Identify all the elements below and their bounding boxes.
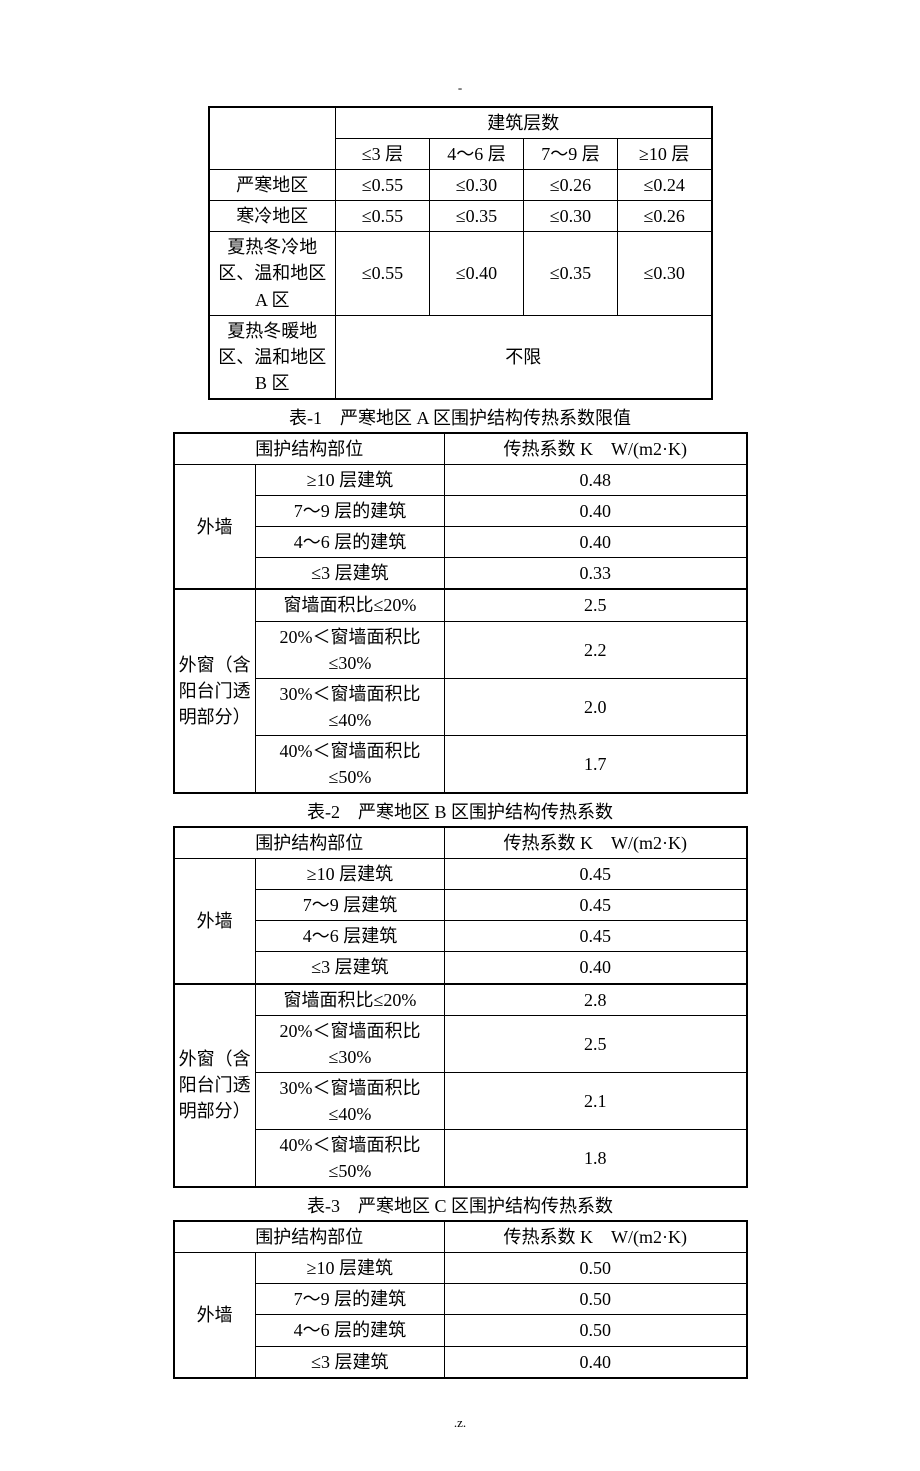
val: 1.7 <box>445 735 747 793</box>
cell-span: 不限 <box>336 315 712 399</box>
val: 0.40 <box>445 952 747 984</box>
cell: ≤0.55 <box>336 170 430 201</box>
val: 2.0 <box>445 678 747 735</box>
cond: ≥10 层建筑 <box>255 1253 444 1284</box>
table-3: 围护结构部位 传热系数 K W/(m2·K) 外墙 ≥10 层建筑 0.50 7… <box>173 1220 748 1378</box>
cond: 7～9 层的建筑 <box>255 496 444 527</box>
cell: ≤0.35 <box>430 201 524 232</box>
header-part: 围护结构部位 <box>174 433 445 465</box>
header-mark: - <box>0 80 920 96</box>
wall-label: 外墙 <box>174 465 256 590</box>
cond: 4～6 层建筑 <box>255 921 444 952</box>
val: 0.45 <box>445 890 747 921</box>
val: 1.8 <box>445 1130 747 1188</box>
cond: ≤3 层建筑 <box>255 558 444 590</box>
cond: 40%＜窗墙面积比≤50% <box>255 735 444 793</box>
col-header: 7～9 层 <box>524 139 618 170</box>
table-1: 围护结构部位 传热系数 K W/(m2·K) 外墙 ≥10 层建筑 0.48 7… <box>173 432 748 794</box>
val: 0.48 <box>445 465 747 496</box>
cell: ≤0.55 <box>336 201 430 232</box>
val: 0.50 <box>445 1253 747 1284</box>
cell: ≤0.24 <box>618 170 712 201</box>
table2-caption: 表-2 严寒地区 B 区围护结构传热系数 <box>0 798 920 824</box>
header-part: 围护结构部位 <box>174 1221 445 1253</box>
val: 2.5 <box>445 1015 747 1072</box>
wall-label: 外墙 <box>174 859 256 984</box>
val: 0.50 <box>445 1315 747 1346</box>
cell: ≤0.30 <box>524 201 618 232</box>
cond: ≤3 层建筑 <box>255 1346 444 1378</box>
document-page: - 建筑层数 ≤3 层 4～6 层 7～9 层 ≥10 层 严寒地区 ≤0.55… <box>0 0 920 1471</box>
cond: ≥10 层建筑 <box>255 465 444 496</box>
footer-marks: .z. <box>0 1415 920 1431</box>
val: 0.33 <box>445 558 747 590</box>
cond: 30%＜窗墙面积比≤40% <box>255 678 444 735</box>
val: 0.40 <box>445 527 747 558</box>
val: 0.45 <box>445 859 747 890</box>
header-part: 围护结构部位 <box>174 827 445 859</box>
table3-caption: 表-3 严寒地区 C 区围护结构传热系数 <box>0 1192 920 1218</box>
cond: 4～6 层的建筑 <box>255 527 444 558</box>
col-header: ≤3 层 <box>336 139 430 170</box>
col-header: ≥10 层 <box>618 139 712 170</box>
cond: 30%＜窗墙面积比≤40% <box>255 1072 444 1129</box>
cond: ≤3 层建筑 <box>255 952 444 984</box>
window-label: 外窗（含阳台门透明部分） <box>174 984 256 1188</box>
val: 0.50 <box>445 1284 747 1315</box>
cond: 20%＜窗墙面积比≤30% <box>255 1015 444 1072</box>
header-k: 传热系数 K W/(m2·K) <box>445 433 747 465</box>
cell: ≤0.26 <box>524 170 618 201</box>
header-k: 传热系数 K W/(m2·K) <box>445 1221 747 1253</box>
cond: 窗墙面积比≤20% <box>255 984 444 1016</box>
table1-caption: 表-1 严寒地区 A 区围护结构传热系数限值 <box>0 404 920 430</box>
cell: ≤0.30 <box>430 170 524 201</box>
row-label: 夏热冬冷地区、温和地区 A 区 <box>209 232 336 315</box>
val: 2.5 <box>445 589 747 621</box>
cond: 20%＜窗墙面积比≤30% <box>255 621 444 678</box>
val: 0.45 <box>445 921 747 952</box>
row-label: 寒冷地区 <box>209 201 336 232</box>
val: 2.8 <box>445 984 747 1016</box>
header-span: 建筑层数 <box>336 107 712 139</box>
window-label: 外窗（含阳台门透明部分） <box>174 589 256 793</box>
val: 2.2 <box>445 621 747 678</box>
val: 0.40 <box>445 1346 747 1378</box>
table-building-floors: 建筑层数 ≤3 层 4～6 层 7～9 层 ≥10 层 严寒地区 ≤0.55 ≤… <box>208 106 713 400</box>
cell: ≤0.55 <box>336 232 430 315</box>
cell: ≤0.26 <box>618 201 712 232</box>
col-header: 4～6 层 <box>430 139 524 170</box>
table-2: 围护结构部位 传热系数 K W/(m2·K) 外墙 ≥10 层建筑 0.45 7… <box>173 826 748 1188</box>
cond: 7～9 层的建筑 <box>255 1284 444 1315</box>
cell: ≤0.40 <box>430 232 524 315</box>
wall-label: 外墙 <box>174 1253 256 1378</box>
cond: 40%＜窗墙面积比≤50% <box>255 1130 444 1188</box>
val: 0.40 <box>445 496 747 527</box>
row-label: 严寒地区 <box>209 170 336 201</box>
cell: ≤0.30 <box>618 232 712 315</box>
cond: 4～6 层的建筑 <box>255 1315 444 1346</box>
blank-corner <box>209 107 336 170</box>
cell: ≤0.35 <box>524 232 618 315</box>
header-k: 传热系数 K W/(m2·K) <box>445 827 747 859</box>
cond: 窗墙面积比≤20% <box>255 589 444 621</box>
val: 2.1 <box>445 1072 747 1129</box>
footer-right: z. <box>457 1415 466 1430</box>
cond: ≥10 层建筑 <box>255 859 444 890</box>
cond: 7～9 层建筑 <box>255 890 444 921</box>
row-label: 夏热冬暖地区、温和地区 B 区 <box>209 315 336 399</box>
